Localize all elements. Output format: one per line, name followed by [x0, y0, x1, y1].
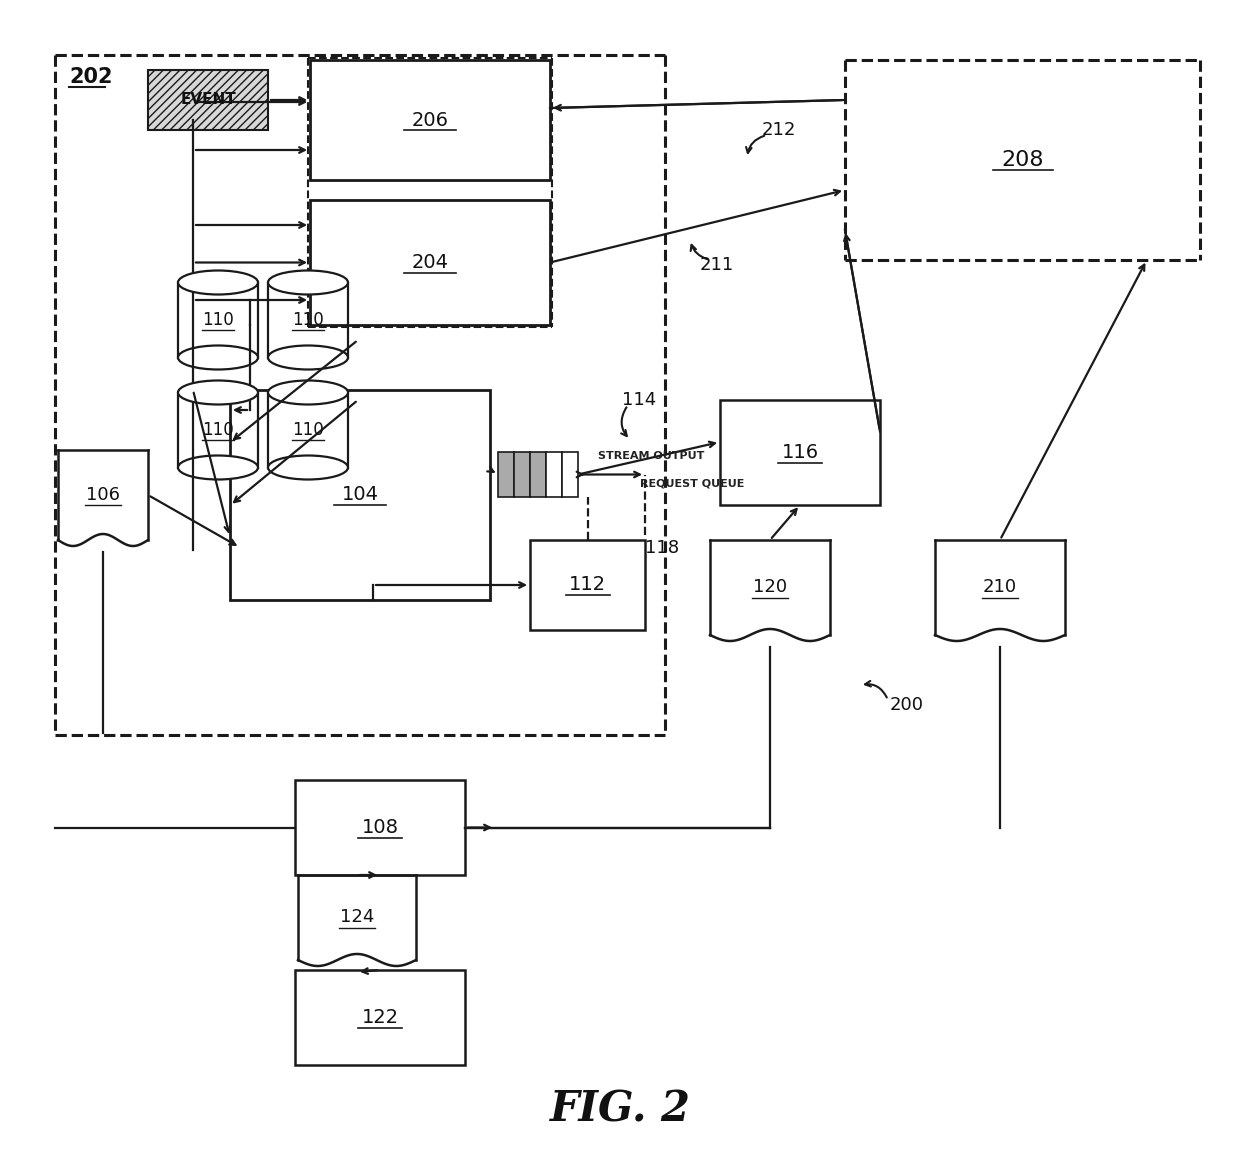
Bar — [148, 70, 268, 130]
Text: 104: 104 — [341, 485, 378, 505]
Bar — [515, 452, 529, 497]
Text: 120: 120 — [753, 579, 787, 596]
Bar — [498, 452, 515, 497]
Text: EVENT: EVENT — [180, 92, 236, 108]
Text: FIG. 2: FIG. 2 — [549, 1090, 691, 1130]
Bar — [720, 400, 880, 505]
Text: 110: 110 — [293, 311, 324, 328]
Text: 122: 122 — [361, 1008, 398, 1028]
Text: 204: 204 — [412, 253, 449, 272]
Ellipse shape — [179, 456, 258, 479]
Bar — [295, 970, 465, 1065]
Text: 210: 210 — [983, 579, 1017, 596]
Bar — [310, 200, 551, 325]
Text: REQUEST QUEUE: REQUEST QUEUE — [640, 479, 744, 489]
Bar — [310, 60, 551, 180]
Text: 108: 108 — [362, 818, 398, 837]
Bar — [295, 780, 465, 876]
Ellipse shape — [268, 456, 348, 479]
Bar — [229, 390, 490, 600]
Text: 118: 118 — [645, 539, 680, 556]
Bar — [546, 452, 562, 497]
Text: 208: 208 — [1001, 150, 1044, 170]
Text: 211: 211 — [701, 256, 734, 274]
Ellipse shape — [268, 270, 348, 295]
Text: 124: 124 — [340, 908, 374, 927]
Bar — [529, 540, 645, 630]
Text: 114: 114 — [622, 390, 656, 409]
Text: 110: 110 — [202, 421, 234, 440]
Ellipse shape — [268, 380, 348, 404]
Text: 200: 200 — [890, 696, 924, 714]
Bar — [562, 452, 578, 497]
Text: 116: 116 — [781, 443, 818, 462]
Bar — [529, 452, 546, 497]
Text: 212: 212 — [763, 122, 796, 139]
Text: STREAM OUTPUT: STREAM OUTPUT — [598, 451, 704, 461]
Text: 110: 110 — [202, 311, 234, 328]
Text: 112: 112 — [569, 575, 606, 595]
Ellipse shape — [268, 346, 348, 369]
Text: 110: 110 — [293, 421, 324, 440]
Ellipse shape — [179, 380, 258, 404]
Text: 202: 202 — [69, 67, 113, 87]
Text: 206: 206 — [412, 111, 449, 130]
Text: 106: 106 — [86, 486, 120, 504]
Ellipse shape — [179, 346, 258, 369]
Ellipse shape — [179, 270, 258, 295]
